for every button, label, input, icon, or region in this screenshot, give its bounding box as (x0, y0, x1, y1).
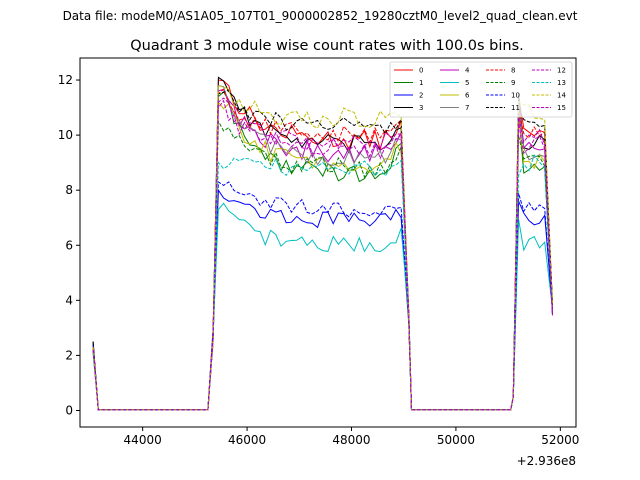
series-line-7 (92, 84, 553, 411)
legend-label-2: 2 (419, 92, 423, 100)
legend-label-7: 7 (465, 104, 469, 112)
legend-label-3: 3 (419, 104, 423, 112)
x-axis: 44000 46000 48000 50000 52000 (124, 427, 579, 447)
series-group (92, 76, 553, 411)
legend-label-15: 15 (557, 104, 566, 112)
chart-suptitle: Data file: modeM0/AS1A05_107T01_90000028… (63, 9, 578, 23)
series-line-9 (92, 119, 553, 411)
y-tick-label: 6 (65, 238, 73, 252)
y-tick-label: 2 (65, 348, 73, 362)
y-tick-label: 0 (65, 403, 73, 417)
legend-label-14: 14 (557, 92, 566, 100)
legend-label-10: 10 (511, 92, 520, 100)
y-tick-label: 4 (65, 293, 73, 307)
x-tick-label: 50000 (437, 433, 475, 447)
legend-label-12: 12 (557, 67, 566, 75)
x-tick-label: 44000 (124, 433, 162, 447)
legend-label-4: 4 (465, 67, 470, 75)
series-line-2 (92, 188, 553, 411)
legend-label-5: 5 (465, 79, 469, 87)
x-tick-label: 46000 (228, 433, 266, 447)
legend-label-0: 0 (419, 67, 423, 75)
x-offset-label: +2.936e8 (517, 454, 576, 468)
series-line-0 (92, 79, 553, 411)
x-tick-label: 48000 (332, 433, 370, 447)
series-line-15 (92, 97, 553, 411)
legend-label-8: 8 (511, 67, 515, 75)
y-tick-label: 12 (58, 73, 73, 87)
y-axis: 0 2 4 6 8 10 12 (58, 73, 80, 417)
series-line-10 (92, 180, 553, 411)
legend-label-1: 1 (419, 79, 423, 87)
plot-frame (79, 57, 577, 428)
legend-label-6: 6 (465, 92, 470, 100)
legend-label-11: 11 (511, 104, 520, 112)
series-line-13 (92, 154, 553, 411)
chart-title: Quadrant 3 module wise count rates with … (130, 38, 524, 54)
y-tick-label: 8 (65, 183, 73, 197)
series-line-14 (92, 84, 553, 411)
legend-label-13: 13 (557, 79, 566, 87)
legend-box (389, 61, 573, 118)
legend-label-9: 9 (511, 79, 515, 87)
y-tick-label: 10 (58, 128, 73, 142)
x-tick-label: 52000 (541, 433, 579, 447)
series-line-5 (92, 202, 553, 411)
series-line-6 (92, 100, 553, 411)
series-line-4 (92, 88, 553, 411)
series-line-12 (92, 99, 553, 411)
